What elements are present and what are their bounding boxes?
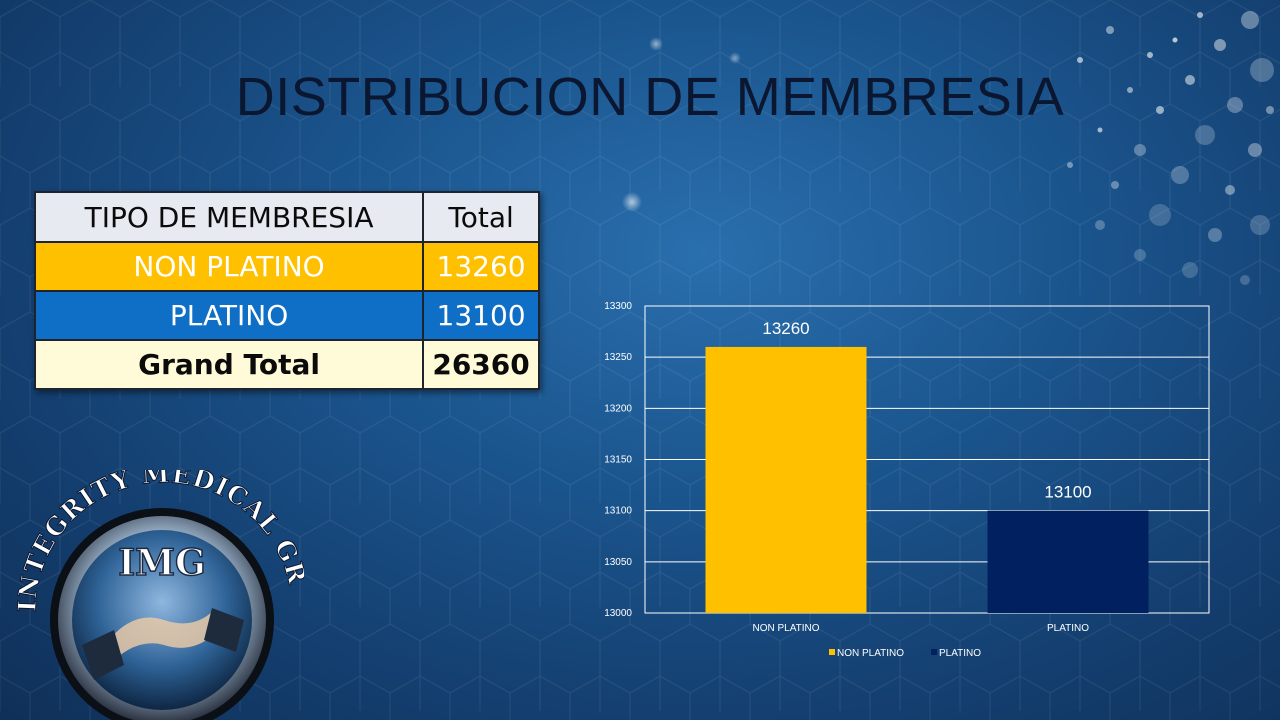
table-row: PLATINO 13100	[33, 290, 540, 341]
bar	[705, 346, 867, 613]
y-tick-label: 13050	[604, 557, 632, 568]
table-row: NON PLATINO 13260	[33, 241, 540, 292]
legend-swatch	[931, 649, 937, 655]
y-tick-label: 13100	[604, 506, 632, 517]
legend-label: NON PLATINO	[837, 648, 904, 659]
x-tick-label: NON PLATINO	[752, 623, 819, 634]
bar-data-label: 13100	[1044, 483, 1091, 502]
grand-total-label: Grand Total	[33, 339, 425, 390]
y-tick-label: 13200	[604, 403, 632, 414]
grand-total-row: Grand Total 26360	[33, 339, 540, 390]
row-label: PLATINO	[33, 290, 425, 341]
table-header-row: TIPO DE MEMBRESIA Total	[33, 191, 540, 243]
x-tick-label: PLATINO	[1047, 623, 1089, 634]
legend-swatch	[829, 649, 835, 655]
header-total: Total	[422, 191, 540, 243]
bars	[705, 346, 1149, 613]
slide-title: DISTRIBUCION DE MEMBRESIA	[235, 67, 1065, 127]
row-value: 13260	[422, 241, 540, 292]
grand-total-value: 26360	[422, 339, 540, 390]
row-value: 13100	[422, 290, 540, 341]
x-axis-ticks: NON PLATINO PLATINO	[752, 623, 1089, 634]
bar-data-label: 13260	[762, 319, 809, 338]
membership-summary-table: TIPO DE MEMBRESIA Total NON PLATINO 1326…	[33, 191, 540, 390]
header-type: TIPO DE MEMBRESIA	[33, 191, 425, 243]
data-labels: 13260 13100	[762, 319, 1091, 502]
y-tick-label: 13300	[604, 301, 632, 312]
y-tick-label: 13250	[604, 352, 632, 363]
y-tick-label: 13150	[604, 455, 632, 466]
logo-monogram: IMG	[118, 542, 205, 584]
y-axis-ticks: 13000 13050 13100 13150 13200 13250 13300	[604, 301, 632, 619]
integrity-medical-group-logo: IMG INTEGRITY MEDICAL GROUP	[14, 470, 304, 720]
bar	[987, 510, 1149, 613]
y-tick-label: 13000	[604, 608, 632, 619]
row-label: NON PLATINO	[33, 241, 425, 292]
legend: NON PLATINO PLATINO	[829, 648, 981, 659]
legend-label: PLATINO	[939, 648, 981, 659]
